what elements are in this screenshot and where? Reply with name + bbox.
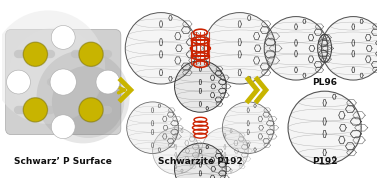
Circle shape — [125, 13, 197, 84]
Circle shape — [150, 125, 197, 172]
Circle shape — [6, 70, 30, 94]
Circle shape — [321, 17, 378, 80]
Circle shape — [176, 144, 220, 179]
Circle shape — [172, 58, 224, 110]
Circle shape — [203, 129, 242, 168]
Circle shape — [172, 141, 224, 179]
Circle shape — [52, 66, 124, 138]
Circle shape — [182, 68, 213, 99]
Circle shape — [127, 102, 178, 154]
Circle shape — [202, 128, 248, 174]
Circle shape — [175, 61, 226, 112]
Text: Schwarz’ P Surface: Schwarz’ P Surface — [14, 157, 112, 166]
Circle shape — [176, 62, 220, 106]
Circle shape — [299, 102, 343, 146]
Circle shape — [182, 151, 213, 179]
Circle shape — [323, 18, 377, 72]
Circle shape — [261, 13, 325, 77]
Circle shape — [23, 42, 47, 66]
Circle shape — [284, 88, 358, 161]
Circle shape — [199, 125, 246, 172]
Circle shape — [206, 14, 266, 75]
Circle shape — [122, 9, 193, 81]
Circle shape — [135, 110, 166, 141]
Circle shape — [318, 13, 378, 77]
Circle shape — [79, 42, 103, 66]
Circle shape — [153, 128, 199, 174]
Text: P192: P192 — [312, 157, 338, 166]
Circle shape — [51, 115, 75, 139]
Circle shape — [124, 99, 176, 151]
Circle shape — [79, 98, 103, 122]
FancyBboxPatch shape — [6, 30, 121, 135]
Circle shape — [50, 69, 76, 95]
Circle shape — [264, 17, 328, 80]
Circle shape — [37, 50, 130, 143]
Circle shape — [128, 103, 172, 147]
Circle shape — [290, 93, 352, 155]
Circle shape — [215, 23, 258, 66]
Circle shape — [136, 23, 179, 66]
Text: PL96: PL96 — [312, 78, 337, 87]
Circle shape — [9, 28, 102, 121]
Circle shape — [288, 91, 361, 164]
Circle shape — [222, 102, 274, 154]
Circle shape — [51, 25, 75, 49]
Text: Schwarzite P192: Schwarzite P192 — [158, 157, 243, 166]
Circle shape — [224, 103, 268, 147]
Circle shape — [204, 13, 276, 84]
Circle shape — [266, 18, 320, 72]
Circle shape — [23, 98, 47, 122]
Circle shape — [175, 143, 226, 179]
Circle shape — [220, 99, 271, 151]
Circle shape — [127, 14, 188, 75]
Circle shape — [160, 135, 187, 163]
Circle shape — [0, 10, 105, 124]
Circle shape — [230, 110, 261, 141]
Circle shape — [200, 9, 272, 81]
Circle shape — [209, 135, 237, 163]
Circle shape — [274, 26, 312, 64]
Circle shape — [154, 129, 193, 168]
Circle shape — [96, 70, 120, 94]
Circle shape — [331, 26, 369, 64]
